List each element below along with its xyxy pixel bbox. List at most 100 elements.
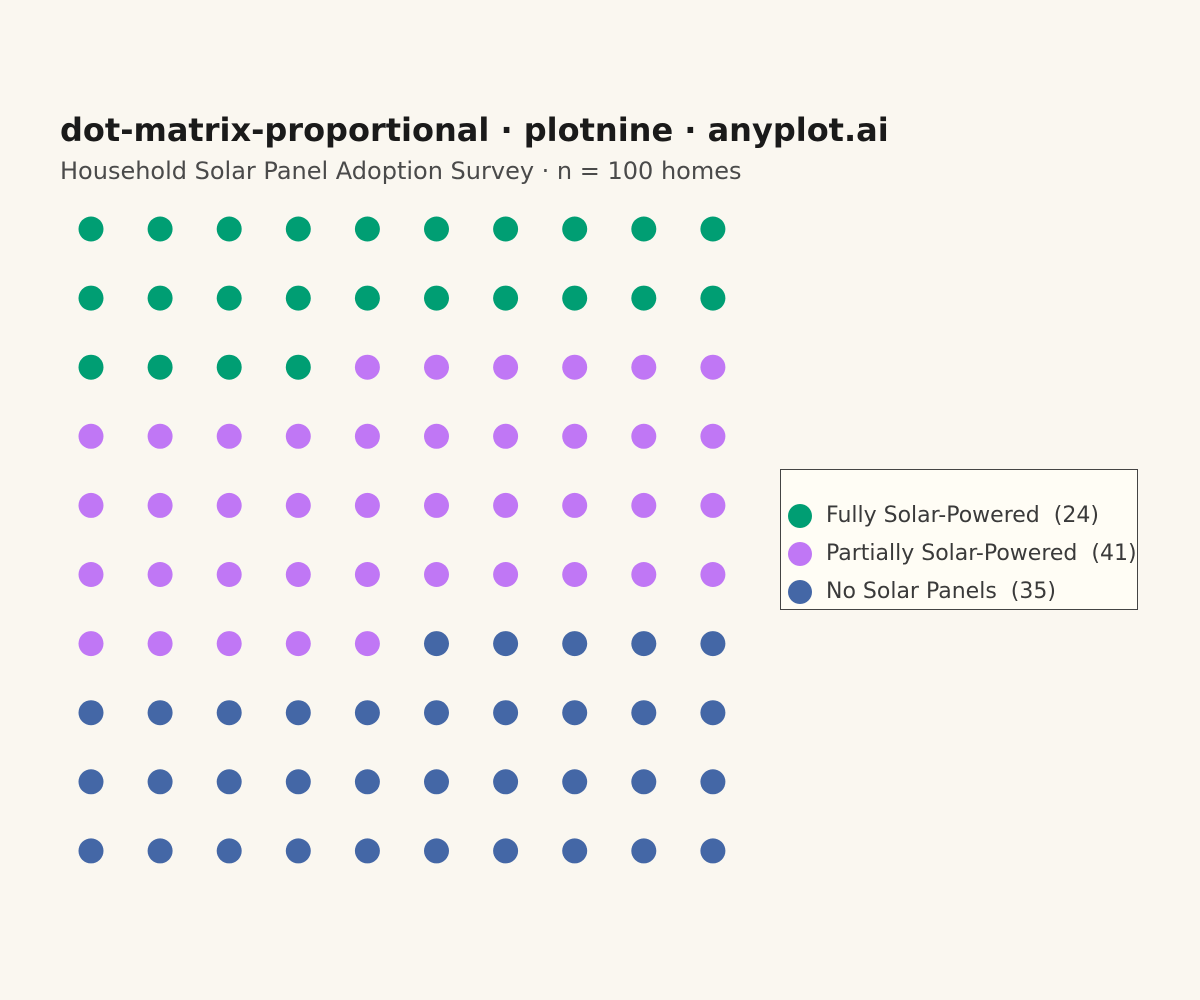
dot-fully-solar-powered (631, 285, 657, 311)
dot-no-solar-panels (562, 838, 588, 864)
dot-fully-solar-powered (78, 285, 104, 311)
dot-fully-solar-powered (354, 216, 380, 242)
dot-partially-solar-powered (147, 492, 173, 518)
legend: Fully Solar-Powered (24) Partially Solar… (780, 469, 1138, 610)
legend-label-fully-solar: Fully Solar-Powered (826, 503, 1040, 528)
chart-subtitle: Household Solar Panel Adoption Survey · … (60, 157, 742, 185)
legend-label-no-solar: No Solar Panels (826, 579, 997, 604)
dot-partially-solar-powered (354, 354, 380, 380)
dot-partially-solar-powered (285, 423, 311, 449)
legend-count-no-solar: (35) (1010, 579, 1056, 604)
legend-swatch-partially-solar (788, 542, 812, 566)
dot-partially-solar-powered (700, 423, 726, 449)
legend-count-partially-solar: (41) (1091, 541, 1137, 566)
dot-fully-solar-powered (354, 285, 380, 311)
dot-no-solar-panels (493, 838, 519, 864)
dot-no-solar-panels (562, 769, 588, 795)
dot-fully-solar-powered (700, 216, 726, 242)
dot-no-solar-panels (354, 700, 380, 726)
dot-partially-solar-powered (493, 492, 519, 518)
dot-partially-solar-powered (216, 492, 242, 518)
dot-partially-solar-powered (354, 562, 380, 587)
dot-partially-solar-powered (216, 631, 242, 657)
dot-partially-solar-powered (493, 354, 519, 380)
dot-partially-solar-powered (78, 631, 104, 657)
dot-partially-solar-powered (216, 423, 242, 449)
dot-no-solar-panels (78, 700, 104, 726)
dot-partially-solar-powered (78, 562, 104, 587)
dot-partially-solar-powered (78, 423, 104, 449)
dot-partially-solar-powered (424, 423, 449, 449)
dot-partially-solar-powered (562, 423, 588, 449)
dot-no-solar-panels (216, 700, 242, 726)
dot-fully-solar-powered (562, 285, 588, 311)
legend-count-fully-solar: (24) (1053, 503, 1099, 528)
dot-no-solar-panels (700, 838, 726, 864)
dot-fully-solar-powered (78, 216, 104, 242)
dot-no-solar-panels (78, 838, 104, 864)
dot-partially-solar-powered (424, 354, 449, 380)
dot-no-solar-panels (424, 769, 449, 795)
dot-no-solar-panels (631, 769, 657, 795)
dot-no-solar-panels (493, 769, 519, 795)
dot-partially-solar-powered (493, 562, 519, 587)
dot-no-solar-panels (285, 769, 311, 795)
dot-partially-solar-powered (354, 492, 380, 518)
dot-no-solar-panels (424, 838, 449, 864)
legend-item-no-solar: No Solar Panels (35) (788, 579, 1056, 605)
dot-no-solar-panels (562, 700, 588, 726)
dot-no-solar-panels (147, 700, 173, 726)
legend-label-partially-solar: Partially Solar-Powered (826, 541, 1078, 566)
dot-fully-solar-powered (424, 285, 449, 311)
dot-partially-solar-powered (700, 354, 726, 380)
dot-no-solar-panels (216, 769, 242, 795)
dot-no-solar-panels (424, 631, 449, 657)
dot-partially-solar-powered (147, 423, 173, 449)
dot-matrix-plot (78, 216, 726, 864)
dot-no-solar-panels (493, 700, 519, 726)
dot-partially-solar-powered (631, 354, 657, 380)
legend-swatch-fully-solar (788, 504, 812, 528)
dot-partially-solar-powered (562, 492, 588, 518)
legend-item-fully-solar: Fully Solar-Powered (24) (788, 503, 1099, 529)
dot-partially-solar-powered (424, 562, 449, 587)
legend-item-partially-solar: Partially Solar-Powered (41) (788, 541, 1137, 567)
legend-swatch-no-solar (788, 580, 812, 604)
dot-no-solar-panels (631, 700, 657, 726)
dot-partially-solar-powered (631, 492, 657, 518)
dot-no-solar-panels (354, 838, 380, 864)
dot-partially-solar-powered (147, 631, 173, 657)
dot-partially-solar-powered (354, 423, 380, 449)
dot-fully-solar-powered (216, 354, 242, 380)
dot-fully-solar-powered (147, 216, 173, 242)
dot-fully-solar-powered (285, 285, 311, 311)
dot-no-solar-panels (700, 769, 726, 795)
dot-fully-solar-powered (147, 354, 173, 380)
dot-no-solar-panels (562, 631, 588, 657)
dot-partially-solar-powered (285, 631, 311, 657)
dot-fully-solar-powered (147, 285, 173, 311)
dot-partially-solar-powered (562, 562, 588, 587)
dot-fully-solar-powered (631, 216, 657, 242)
dot-partially-solar-powered (700, 492, 726, 518)
dot-no-solar-panels (424, 700, 449, 726)
dot-partially-solar-powered (216, 562, 242, 587)
dot-no-solar-panels (354, 769, 380, 795)
dot-fully-solar-powered (493, 216, 519, 242)
dot-no-solar-panels (285, 700, 311, 726)
dot-partially-solar-powered (354, 631, 380, 657)
dot-no-solar-panels (78, 769, 104, 795)
dot-partially-solar-powered (285, 562, 311, 587)
dot-partially-solar-powered (147, 562, 173, 587)
dot-no-solar-panels (631, 631, 657, 657)
dot-fully-solar-powered (285, 216, 311, 242)
dot-partially-solar-powered (424, 492, 449, 518)
dot-no-solar-panels (493, 631, 519, 657)
dot-fully-solar-powered (285, 354, 311, 380)
dot-partially-solar-powered (78, 492, 104, 518)
dot-partially-solar-powered (285, 492, 311, 518)
dot-fully-solar-powered (700, 285, 726, 311)
dot-partially-solar-powered (631, 423, 657, 449)
dot-no-solar-panels (147, 769, 173, 795)
dot-fully-solar-powered (493, 285, 519, 311)
